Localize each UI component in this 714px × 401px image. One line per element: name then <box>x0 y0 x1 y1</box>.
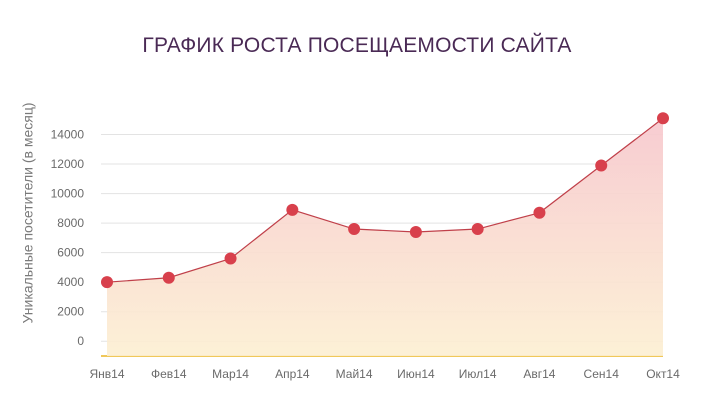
x-tick-label: Май14 <box>336 367 373 381</box>
y-tick-label: 8000 <box>57 216 84 230</box>
data-point <box>348 223 361 236</box>
y-tick-label: 4000 <box>57 275 84 289</box>
x-tick-label: Июл14 <box>459 367 497 381</box>
x-tick-label: Фев14 <box>151 367 187 381</box>
data-point <box>286 203 299 216</box>
data-point <box>101 276 113 289</box>
x-tick-label: Авг14 <box>523 367 555 381</box>
x-tick-label: Окт14 <box>646 367 680 381</box>
data-point <box>595 159 608 172</box>
area-layer <box>107 118 663 356</box>
data-point <box>533 206 546 219</box>
x-tick-label: Апр14 <box>275 367 310 381</box>
y-tick-label: 0 <box>77 334 84 348</box>
data-points-layer <box>101 112 669 289</box>
x-tick-label: Сен14 <box>584 367 620 381</box>
y-tick-label: 14000 <box>51 128 85 142</box>
chart-title: ГРАФИК РОСТА ПОСЕЩАЕМОСТИ САЙТА <box>142 34 572 57</box>
x-tick-label: Мар14 <box>212 367 249 381</box>
y-tick-label: 10000 <box>51 187 85 201</box>
data-point <box>657 112 669 125</box>
x-axis-tick-labels: Янв14 Фев14 Мар14 Апр14 Май14 Июн14 Июл14 Авг14… <box>89 367 680 381</box>
y-axis-tick-labels: 0 2000 4000 6000 8000 10000 12000 14000 <box>51 128 85 349</box>
series-line-layer <box>106 117 664 283</box>
y-tick-label: 12000 <box>51 157 85 171</box>
series-line <box>106 117 664 283</box>
series-area <box>107 118 663 356</box>
data-point <box>471 223 484 236</box>
x-tick-label: Июн14 <box>397 367 435 381</box>
y-axis-label: Уникальные посетители (в месяц) <box>20 102 36 323</box>
data-point <box>224 252 237 265</box>
data-point <box>409 225 422 238</box>
x-tick-label: Янв14 <box>89 367 124 381</box>
y-tick-label: 2000 <box>57 305 84 319</box>
data-point <box>162 271 175 284</box>
y-tick-label: 6000 <box>57 246 84 260</box>
